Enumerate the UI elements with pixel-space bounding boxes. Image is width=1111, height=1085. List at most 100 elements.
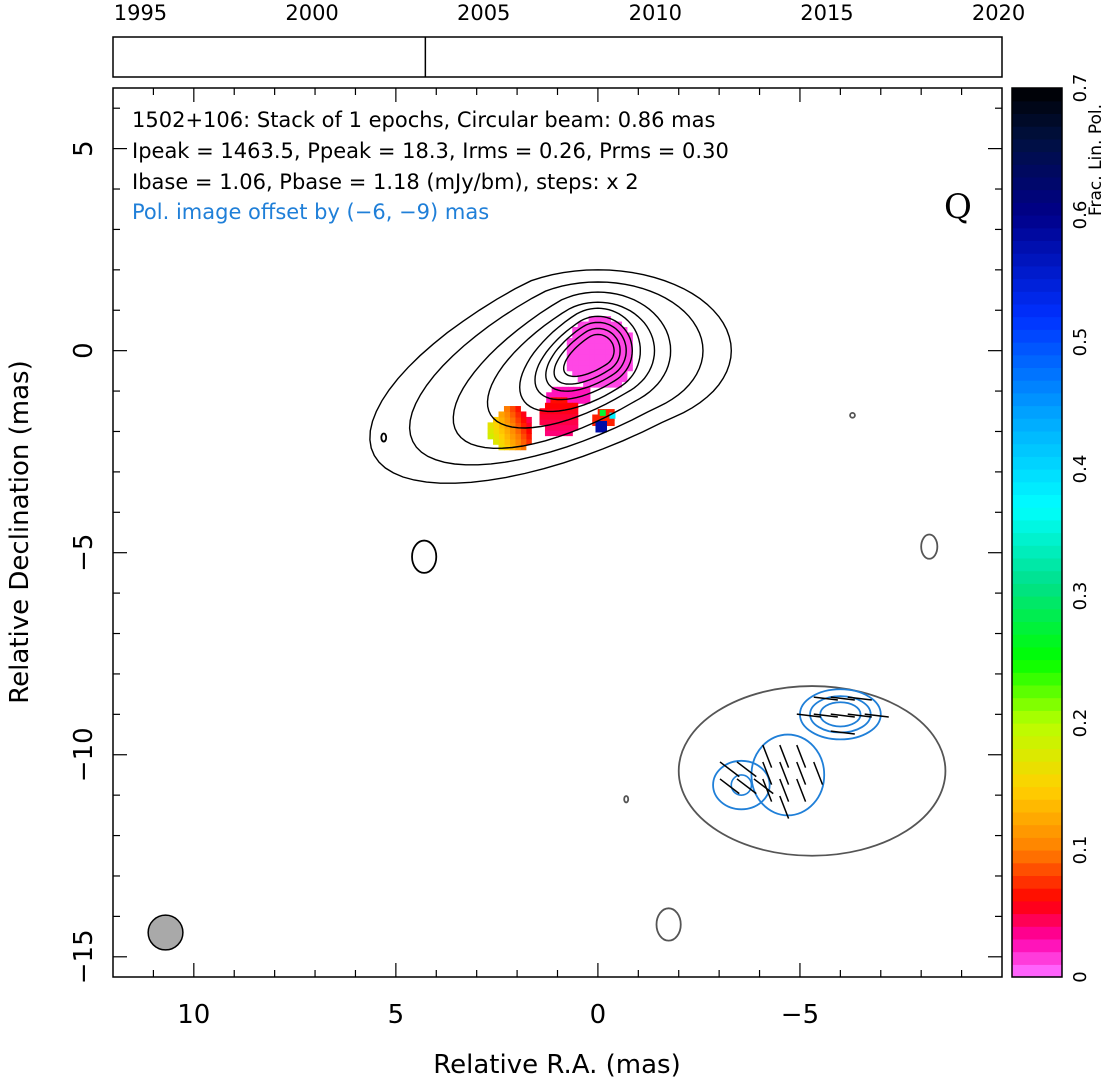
polarization-pixel — [594, 370, 601, 377]
polarization-pixel — [566, 343, 573, 350]
colorbar-band — [1012, 176, 1062, 191]
evpa-stick — [830, 713, 855, 718]
colorbar-band — [1012, 786, 1062, 800]
polarization-pixel — [509, 438, 516, 445]
polarization-pixel — [594, 359, 601, 366]
polarization-pixel — [514, 433, 521, 440]
colorbar-band — [1012, 532, 1062, 546]
polarization-pixel — [577, 370, 584, 377]
polarization-pixel — [588, 348, 595, 355]
evpa-stick — [719, 778, 740, 795]
polarization-pixel — [583, 343, 590, 350]
colorbar-band — [1012, 710, 1062, 724]
polarization-pixel — [615, 332, 622, 339]
polarization-pixel — [525, 438, 532, 445]
polarization-pixel — [509, 411, 516, 418]
colorbar-band — [1012, 621, 1062, 635]
stokes-i-contour-level — [518, 307, 642, 413]
polarization-pixel — [599, 316, 606, 323]
x-tick-label: 10 — [177, 1000, 210, 1030]
polarization-pixel — [561, 419, 568, 426]
polarization-pixel — [498, 411, 505, 418]
polarization-pixel — [583, 327, 590, 334]
polarization-pixel — [577, 343, 584, 350]
stokes-i-contour-level — [369, 269, 733, 484]
polarization-pixel — [578, 386, 585, 393]
y-tick-label: −5 — [69, 534, 99, 572]
colorbar-band — [1012, 875, 1062, 889]
polarization-pixel — [621, 343, 628, 350]
colorbar-frame — [1011, 87, 1063, 978]
polarization-pixel — [588, 354, 595, 361]
colorbar-band — [1012, 430, 1062, 445]
polarization-pixel — [621, 370, 628, 377]
annotation-line-3: Ibase = 1.06, Pbase = 1.18 (mJy/bm), ste… — [132, 170, 639, 194]
polarization-pixel — [610, 376, 617, 383]
polarization-pixel — [577, 359, 584, 366]
evpa-stick — [813, 696, 838, 701]
polarization-pixel — [562, 386, 569, 393]
polarization-pixel — [572, 337, 579, 344]
polarization-pixel — [566, 419, 573, 426]
colorbar-band — [1012, 278, 1062, 292]
polarization-pixel — [577, 365, 584, 372]
pol-contour-level — [730, 774, 753, 796]
polarization-pixel — [487, 427, 494, 434]
polarization-pixel — [520, 422, 527, 429]
polarization-pixel — [583, 365, 590, 372]
polarization-pixel — [599, 409, 606, 416]
polarization-pixel — [561, 424, 568, 431]
polarization-pixel — [493, 427, 500, 434]
x-tick-label: 5 — [388, 1000, 405, 1030]
colorbar-band — [1012, 519, 1062, 534]
polarization-pixel — [498, 433, 505, 440]
evpa-stick — [762, 744, 773, 768]
polarization-pixel — [568, 397, 575, 404]
colorbar-band — [1012, 367, 1062, 381]
polarization-pixel — [514, 438, 521, 445]
timeline-year-label: 1995 — [114, 1, 167, 25]
polarization-pixel — [498, 422, 505, 429]
evpa-stick — [864, 713, 889, 718]
stokes-i-contour-level — [534, 315, 634, 401]
colorbar-band — [1012, 202, 1062, 216]
colorbar-tick-label: 0.1 — [1070, 836, 1091, 865]
colorbar-band — [1012, 265, 1062, 280]
polarization-pixel — [550, 424, 557, 431]
colorbar-band — [1012, 900, 1062, 915]
colorbar-band — [1012, 164, 1062, 178]
colorbar-band — [1012, 405, 1062, 419]
polarization-pixel — [520, 433, 527, 440]
polarization-pixel — [592, 414, 599, 421]
polarization-pixel — [503, 438, 511, 445]
colorbar-band — [1012, 494, 1062, 508]
timeline-year-label: 2015 — [800, 1, 853, 25]
polarization-pixel — [599, 343, 606, 350]
polarization-pixel — [577, 376, 584, 383]
polarization-pixel — [572, 402, 579, 409]
colorbar-band — [1012, 697, 1062, 711]
polarization-pixel — [594, 365, 601, 372]
polarization-pixel — [594, 343, 601, 350]
colorbar-tick-label: 0.2 — [1070, 709, 1091, 738]
y-tick-label: −15 — [69, 929, 99, 984]
colorbar-band — [1012, 291, 1062, 305]
evpa-stick — [736, 778, 757, 795]
colorbar-band — [1012, 850, 1062, 864]
polarization-pixel — [561, 413, 568, 420]
polarization-pixel — [544, 424, 552, 431]
colorbar-tick-label: 0.5 — [1070, 328, 1091, 357]
polarization-pixel — [588, 337, 595, 344]
polarization-pixel — [509, 433, 516, 440]
polarization-pixel — [503, 416, 511, 423]
polarization-pixel — [594, 327, 601, 334]
polarization-pixel — [498, 416, 505, 423]
polarization-pixel — [621, 354, 628, 361]
polarization-pixel — [621, 327, 628, 334]
colorbar-band — [1012, 646, 1062, 661]
polarization-pixel — [604, 332, 612, 339]
polarization-pixel — [603, 409, 610, 416]
polarization-pixel — [562, 392, 569, 399]
quality-grade-label: Q — [944, 187, 972, 227]
